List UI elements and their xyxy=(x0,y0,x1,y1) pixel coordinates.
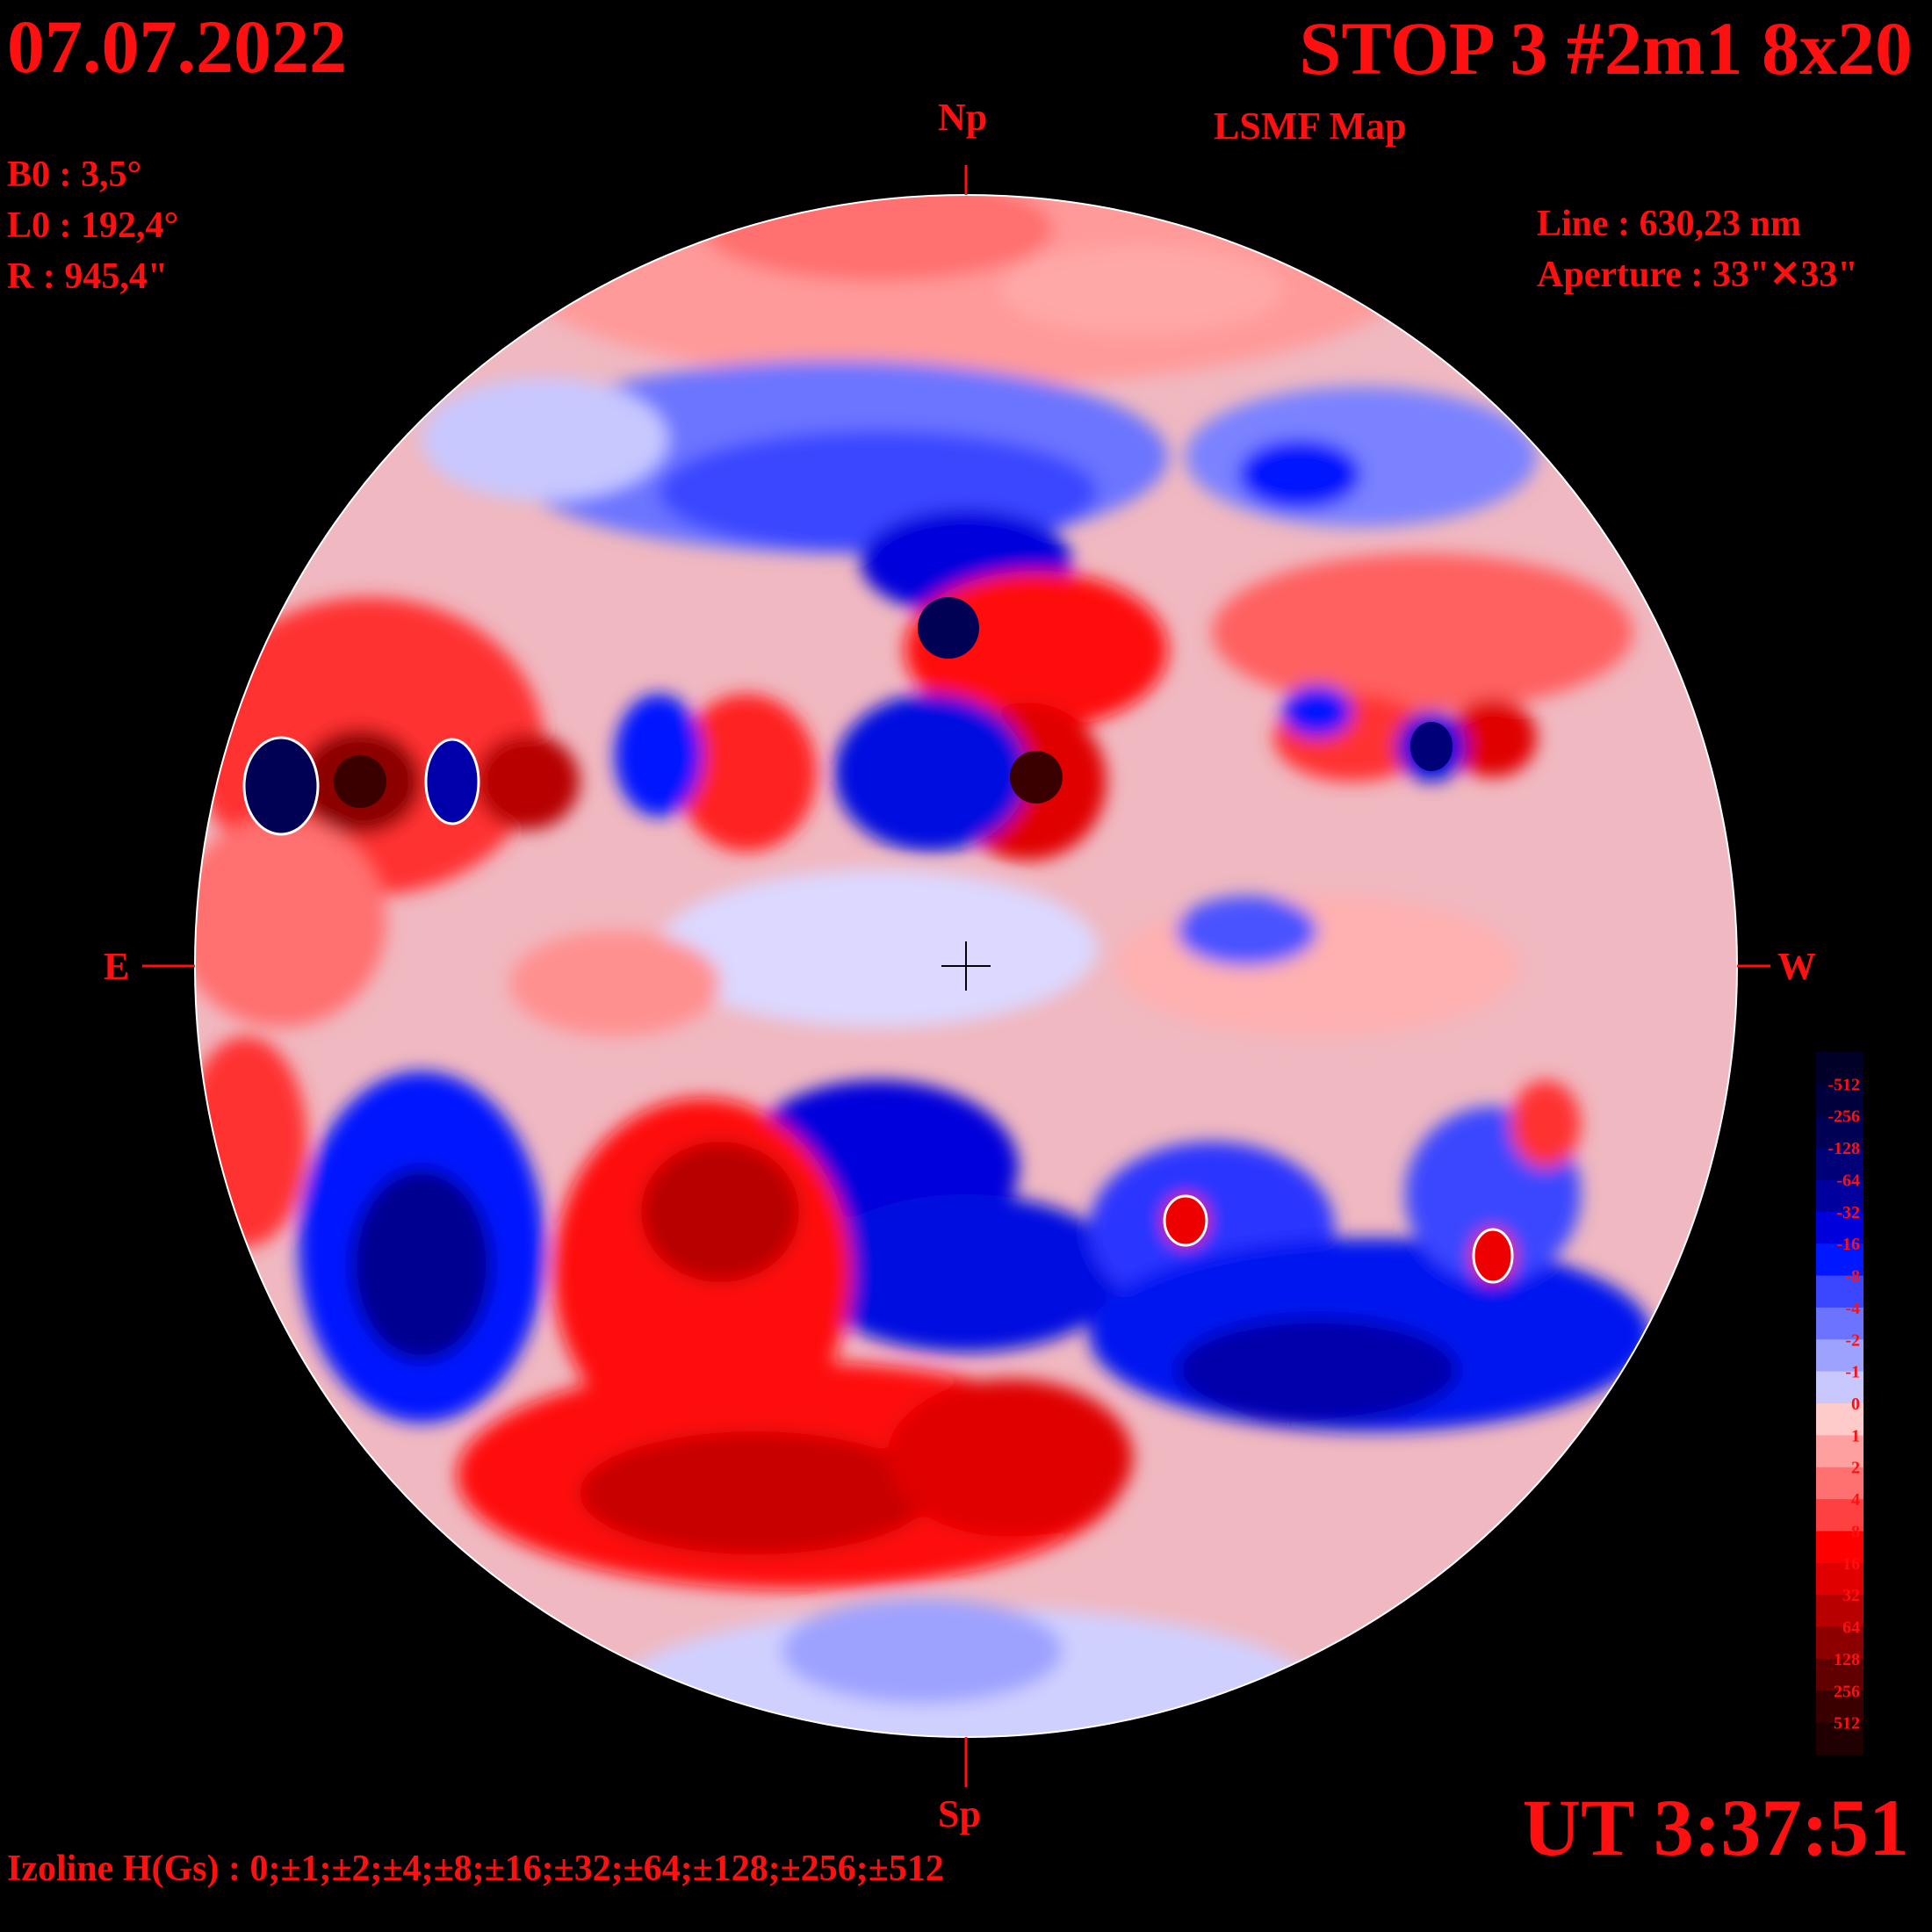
map-title: STOP 3 #2m1 8x20 xyxy=(1299,6,1913,90)
scale-label: -8 xyxy=(1845,1267,1860,1287)
scale-label: -1 xyxy=(1845,1363,1860,1382)
scale-swatch xyxy=(1816,1626,1864,1660)
scale-swatch xyxy=(1816,1052,1864,1085)
scale-swatch xyxy=(1816,1371,1864,1404)
isoline-levels: Izoline H(Gs) : 0;±1;±2;±4;±8;±16;±32;±6… xyxy=(7,1849,944,1889)
scale-swatch xyxy=(1816,1595,1864,1628)
center-crosshair xyxy=(941,941,991,991)
color-scale-bar: -512 -256 -128 -64 -32 -16 -8 -4 -2 -1 0 1 2 4 8 16 32 64… xyxy=(1816,1052,1864,1755)
scale-label: -32 xyxy=(1836,1203,1860,1222)
map-subtitle: LSMF Map xyxy=(1214,105,1407,148)
scale-label: 8 xyxy=(1851,1522,1860,1541)
scale-label: 0 xyxy=(1851,1395,1860,1414)
aperture-value: Aperture : 33"✕33" xyxy=(1537,255,1858,295)
scale-label: -256 xyxy=(1827,1107,1860,1127)
scale-label: 32 xyxy=(1842,1586,1860,1605)
east-label: E xyxy=(104,945,130,988)
universal-time: UT 3:37:51 xyxy=(1522,1783,1909,1872)
scale-swatch xyxy=(1816,1499,1864,1532)
scale-label: 128 xyxy=(1834,1650,1860,1669)
scale-swatch xyxy=(1816,1658,1864,1691)
scale-swatch xyxy=(1816,1435,1864,1468)
solar-disk xyxy=(195,195,1737,1737)
observation-date: 07.07.2022 xyxy=(7,4,347,89)
solar-parameters: B0 : 3,5° L0 : 192,4° R : 945,4" xyxy=(7,149,178,302)
north-pole-label: Np xyxy=(938,96,988,139)
scale-swatch xyxy=(1816,1531,1864,1564)
scale-swatch xyxy=(1816,1148,1864,1180)
scale-label: 1 xyxy=(1851,1426,1860,1445)
scale-label: 2 xyxy=(1851,1459,1860,1478)
scale-swatch xyxy=(1816,1339,1864,1373)
scale-label: -128 xyxy=(1827,1139,1860,1158)
scale-label: 256 xyxy=(1834,1682,1860,1701)
scale-swatch xyxy=(1816,1690,1864,1724)
scale-label: -512 xyxy=(1827,1075,1860,1094)
scale-label: -64 xyxy=(1836,1171,1860,1190)
radius-value: R : 945,4" xyxy=(7,256,169,297)
l0-value: L0 : 192,4° xyxy=(7,205,179,246)
scale-label: 64 xyxy=(1842,1618,1860,1638)
spectral-line: Line : 630,23 nm xyxy=(1537,204,1802,244)
scale-swatch xyxy=(1816,1403,1864,1436)
instrument-info: Line : 630,23 nm Aperture : 33"✕33" xyxy=(1537,198,1858,300)
scale-swatch xyxy=(1816,1179,1864,1213)
scale-label: 512 xyxy=(1834,1714,1860,1734)
scale-swatch xyxy=(1816,1722,1864,1755)
scale-swatch xyxy=(1816,1562,1864,1596)
scale-label: 16 xyxy=(1842,1554,1860,1574)
south-pole-label: Sp xyxy=(938,1792,981,1835)
scale-swatch xyxy=(1816,1307,1864,1340)
scale-swatch xyxy=(1816,1115,1864,1149)
west-label: W xyxy=(1777,945,1816,988)
scale-swatch xyxy=(1816,1084,1864,1117)
scale-swatch xyxy=(1816,1275,1864,1308)
scale-swatch xyxy=(1816,1211,1864,1244)
scale-label: 4 xyxy=(1851,1490,1860,1510)
scale-swatch xyxy=(1816,1244,1864,1277)
axis-ticks xyxy=(142,165,1770,1787)
scale-label: -16 xyxy=(1836,1235,1860,1254)
scale-label: -2 xyxy=(1845,1330,1860,1350)
b0-value: B0 : 3,5° xyxy=(7,155,142,195)
scale-swatch xyxy=(1816,1467,1864,1500)
scale-label: -4 xyxy=(1845,1299,1860,1318)
